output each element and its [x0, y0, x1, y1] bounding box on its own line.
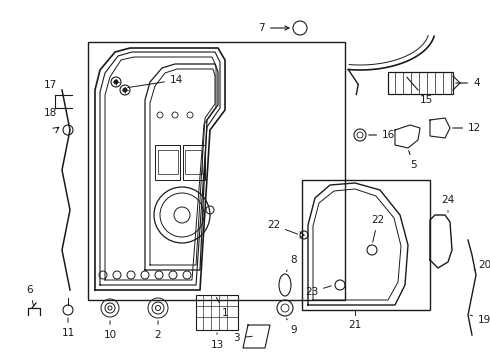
Bar [185, 150, 202, 174]
Text: 7: 7 [258, 23, 289, 33]
Text: 24: 24 [441, 195, 455, 212]
Text: 17: 17 [44, 80, 57, 90]
Text: 9: 9 [287, 318, 296, 335]
Text: 11: 11 [61, 318, 74, 338]
Text: 14: 14 [128, 75, 183, 87]
Text: 8: 8 [287, 255, 296, 271]
Text: 12: 12 [453, 123, 481, 133]
Text: 23: 23 [305, 286, 331, 297]
Text: 1: 1 [217, 297, 228, 318]
Text: 6: 6 [26, 285, 33, 305]
Text: 4: 4 [456, 78, 480, 88]
Bar [196, 295, 238, 330]
Bar [88, 42, 345, 300]
Text: 5: 5 [409, 151, 416, 170]
Text: 22: 22 [371, 215, 385, 242]
Text: 2: 2 [155, 321, 161, 340]
Text: 19: 19 [470, 315, 490, 325]
Text: 3: 3 [233, 333, 252, 343]
Text: 16: 16 [369, 130, 395, 140]
Text: 22: 22 [267, 220, 297, 234]
Bar [155, 145, 180, 180]
Bar [302, 180, 430, 310]
Text: 13: 13 [210, 333, 223, 350]
Circle shape [122, 87, 127, 93]
Bar [388, 72, 453, 94]
Text: 15: 15 [407, 77, 433, 105]
Text: 21: 21 [348, 320, 362, 330]
Text: 10: 10 [103, 321, 117, 340]
Bar [183, 145, 205, 180]
Bar [158, 150, 178, 174]
Text: 18: 18 [44, 108, 57, 118]
Circle shape [114, 80, 119, 85]
Text: 20: 20 [474, 260, 490, 270]
